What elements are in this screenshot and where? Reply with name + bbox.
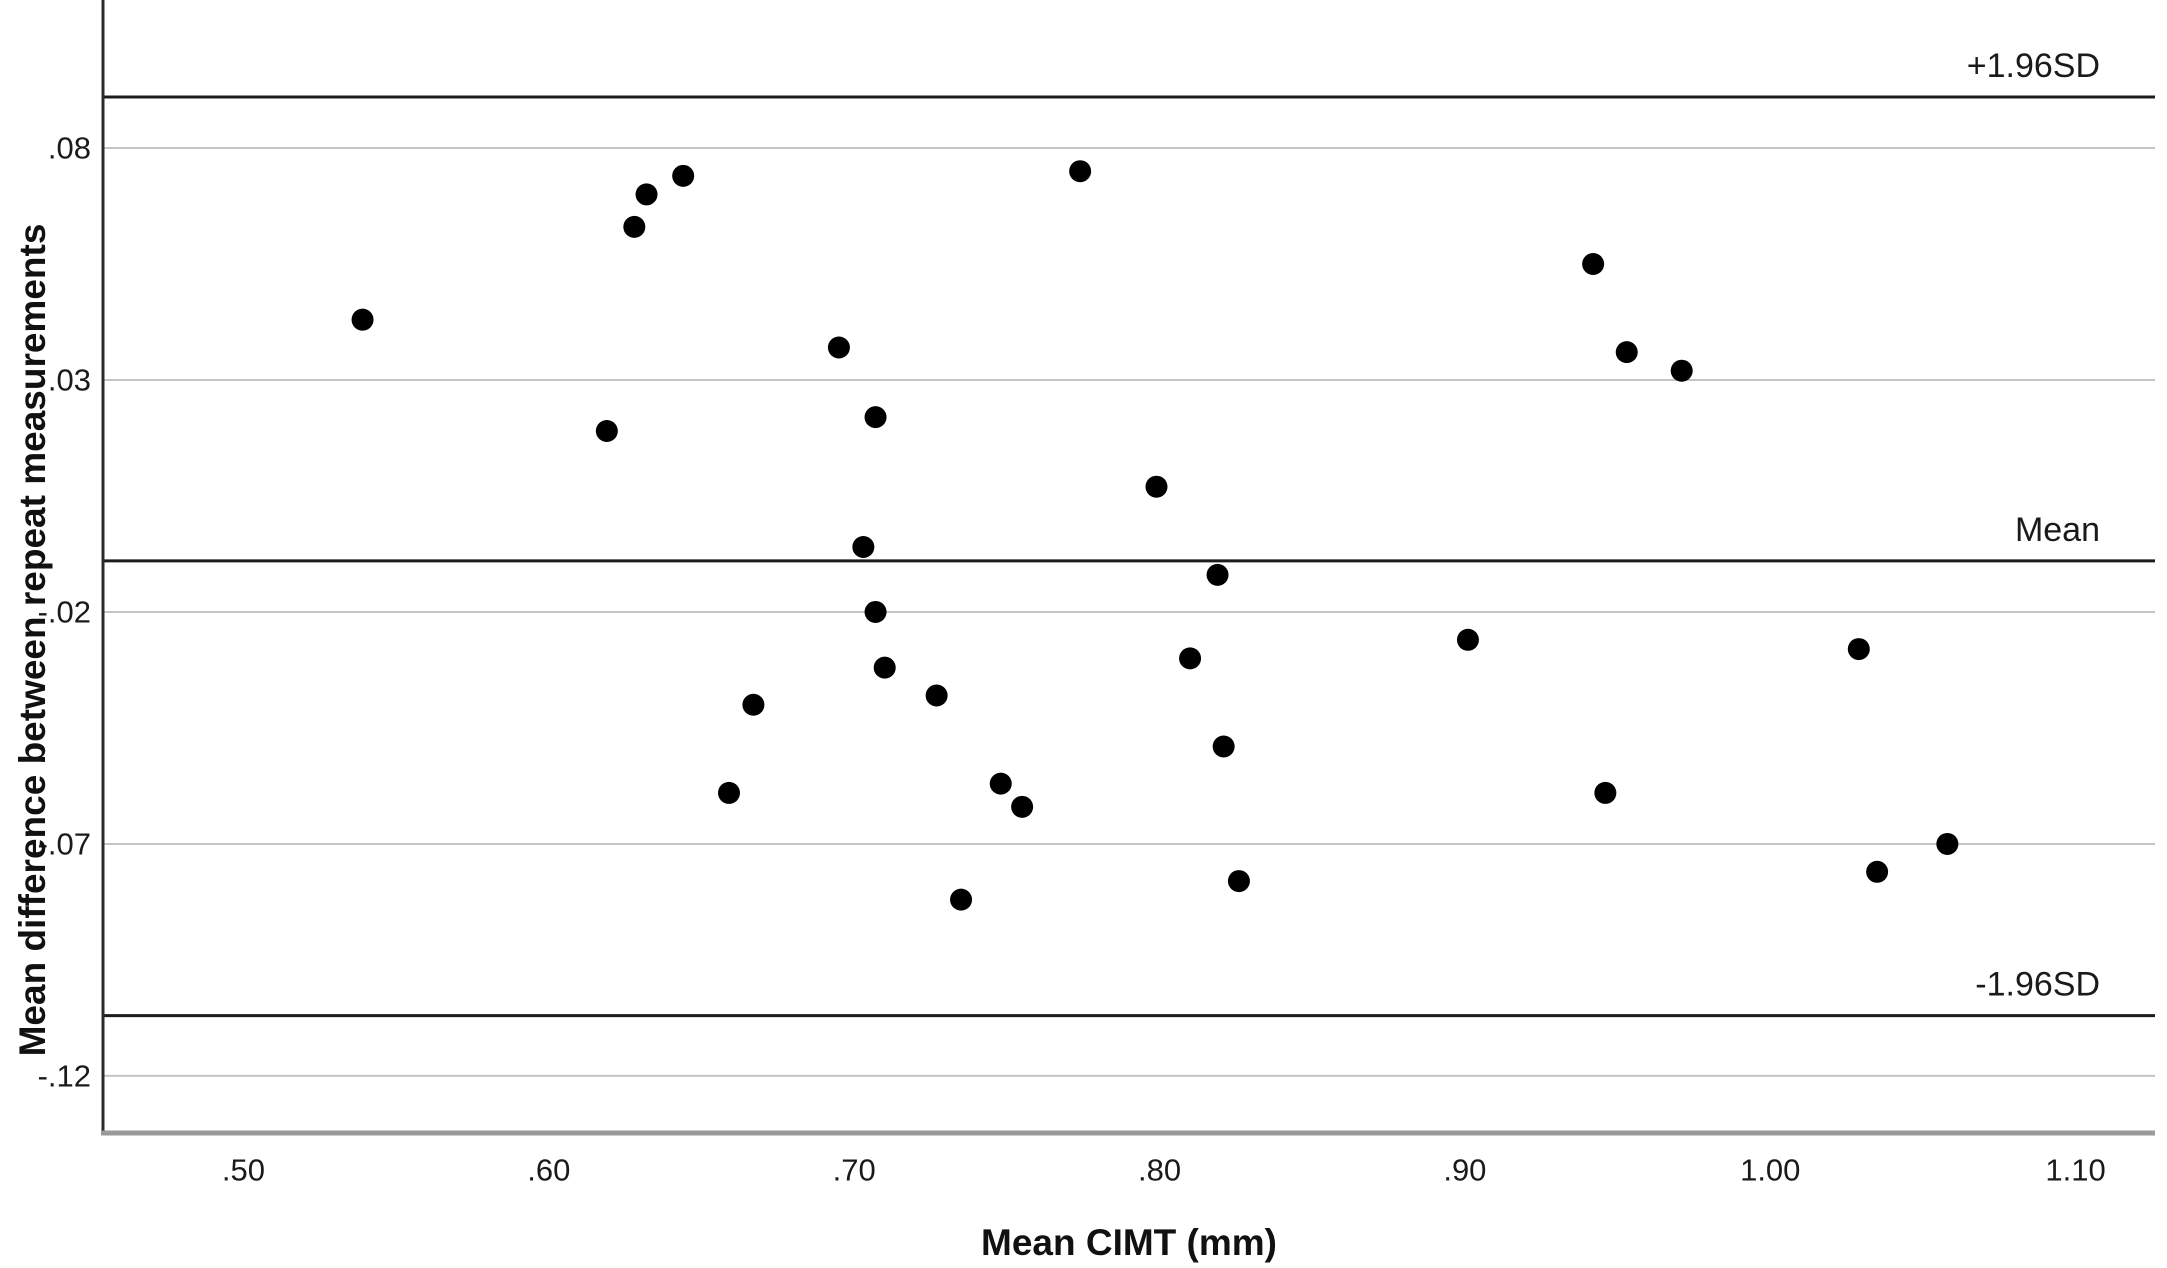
data-point <box>1594 781 1617 804</box>
y-tick-label: .08 <box>48 131 91 166</box>
x-tick-label: .60 <box>527 1153 570 1188</box>
data-point <box>950 888 973 911</box>
x-tick-label: .50 <box>222 1153 265 1188</box>
data-point <box>672 164 695 187</box>
data-point <box>864 406 887 429</box>
data-point <box>1847 638 1870 661</box>
y-tick-label: .03 <box>48 362 91 397</box>
data-point <box>827 336 850 359</box>
data-point <box>595 420 618 443</box>
data-point <box>1582 252 1605 275</box>
data-point <box>1011 795 1034 818</box>
y-tick-label: -.02 <box>38 594 91 629</box>
data-point <box>864 600 887 623</box>
data-point <box>1145 475 1168 498</box>
reference-line-label: -1.96SD <box>1975 966 2100 1004</box>
y-axis-title: Mean difference between repeat measureme… <box>12 223 53 1057</box>
data-point <box>623 215 646 238</box>
y-tick-label: -.07 <box>38 826 91 861</box>
x-tick-label: 1.10 <box>2045 1153 2105 1188</box>
data-point <box>852 536 875 559</box>
data-point <box>1670 359 1693 382</box>
data-point <box>717 781 740 804</box>
reference-line-label: Mean <box>2015 511 2100 549</box>
x-axis-title: Mean CIMT (mm) <box>981 1222 1277 1263</box>
data-point <box>635 183 658 206</box>
data-point <box>1069 160 1092 183</box>
data-point <box>1227 870 1250 893</box>
data-point <box>351 308 374 331</box>
data-point <box>1936 832 1959 855</box>
data-point <box>873 656 896 679</box>
data-point <box>1212 735 1235 758</box>
data-point <box>925 684 948 707</box>
x-tick-label: .70 <box>833 1153 876 1188</box>
data-point <box>989 772 1012 795</box>
data-point <box>1456 628 1479 651</box>
data-point <box>1866 860 1889 883</box>
data-point <box>1615 341 1638 364</box>
x-tick-label: .90 <box>1443 1153 1486 1188</box>
reference-line-label: +1.96SD <box>1967 47 2100 85</box>
x-tick-label: 1.00 <box>1740 1153 1800 1188</box>
data-point <box>742 693 765 716</box>
data-point <box>1206 563 1229 586</box>
y-tick-label: -.12 <box>38 1058 91 1093</box>
x-tick-label: .80 <box>1138 1153 1181 1188</box>
data-point <box>1179 647 1202 670</box>
